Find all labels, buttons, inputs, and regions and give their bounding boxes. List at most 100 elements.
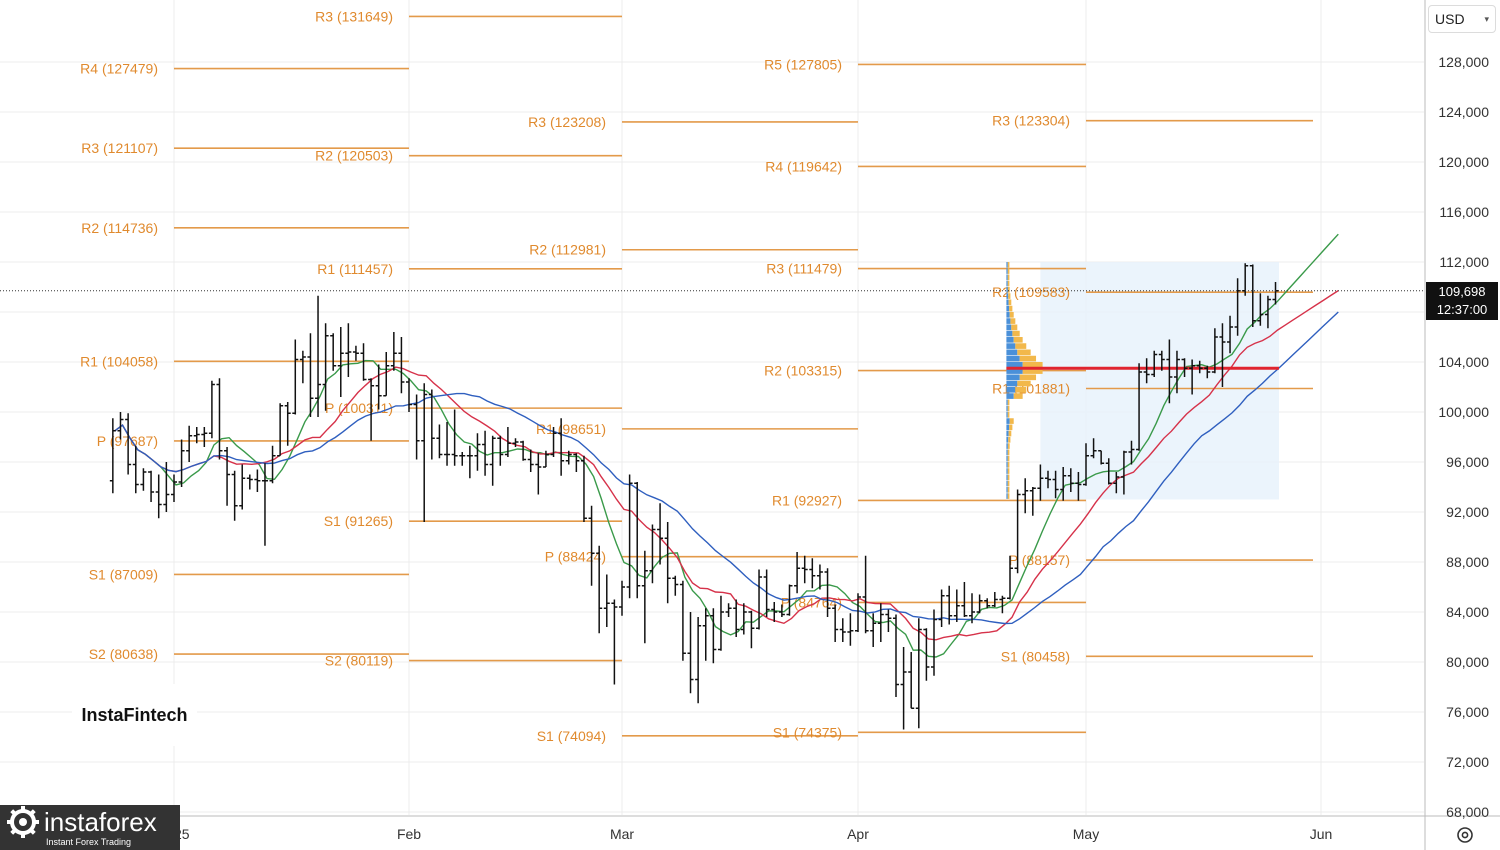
price-bar (1098, 450, 1105, 465)
logo-text: InstaFintech (81, 704, 188, 725)
price-bar (231, 470, 238, 521)
profile-bar-up (1022, 368, 1043, 374)
price-bar (794, 552, 801, 594)
profile-bar-up (1007, 280, 1010, 287)
price-bar (163, 462, 170, 512)
price-bar (1113, 472, 1120, 494)
price-bar (178, 439, 185, 487)
profile-bar-down (1006, 262, 1008, 268)
pivot-label: R1 (111457) (317, 261, 393, 277)
profile-bar-down (1006, 399, 1008, 406)
profile-bar-up (1009, 312, 1014, 318)
pivot-label: R2 (103315) (764, 363, 842, 379)
price-bar (390, 332, 397, 371)
price-bar (1007, 555, 1013, 600)
time-axis[interactable]: 2025FebMarAprMayJun (158, 826, 1332, 842)
price-bar (193, 427, 200, 444)
price-bar (801, 555, 808, 584)
price-bar (428, 389, 435, 460)
price-bar (702, 608, 709, 661)
price-bar (117, 412, 124, 440)
price-bar (1029, 487, 1036, 516)
profile-bar-down (1006, 380, 1018, 387)
price-bar (657, 503, 664, 565)
price-bar (862, 555, 869, 634)
price-bar (284, 402, 291, 446)
profile-bar-up (1007, 399, 1010, 406)
price-bar (619, 580, 625, 616)
price-bar (436, 424, 443, 459)
profile-bar-up (1007, 262, 1010, 268)
price-bar (421, 383, 428, 522)
profile-bar-down (1006, 318, 1011, 324)
profile-bar-down (1006, 343, 1016, 349)
profile-bar-up (1013, 393, 1023, 399)
price-bar (550, 427, 557, 457)
profile-bar-up (1017, 349, 1031, 356)
price-bar (1045, 470, 1051, 489)
pivot-label: S1 (91265) (324, 513, 393, 529)
profile-bar-up (1015, 343, 1027, 349)
price-bar (672, 575, 679, 596)
price-bar (345, 323, 352, 377)
profile-bar-down (1006, 355, 1020, 362)
profile-bar-up (1007, 449, 1010, 456)
month-label: Jun (1310, 826, 1333, 842)
profile-bar-up (1007, 405, 1010, 412)
price-tick-label: 76,000 (1446, 704, 1489, 720)
price-bar (740, 603, 747, 635)
profile-bar-up (1007, 493, 1010, 499)
price-bar (330, 333, 337, 371)
price-bar (733, 599, 740, 637)
month-label: Feb (397, 826, 421, 842)
price-bar (1075, 472, 1082, 501)
price-bar (832, 604, 839, 642)
price-bar (649, 524, 656, 584)
profile-bar-down (1006, 324, 1012, 331)
price-bar (171, 474, 177, 502)
price-bar (398, 337, 405, 394)
price-bar (824, 568, 831, 617)
price-axis[interactable]: 68,000 72,000 76,000 80,000 84,000 88,000 92,0… (1438, 54, 1489, 820)
price-bar (1196, 360, 1203, 374)
last-price-tag: 109,698 12:37:00 (1426, 282, 1498, 320)
brand-text: instaforex (44, 807, 157, 837)
profile-bar-down (1006, 449, 1008, 456)
price-bar (148, 470, 155, 502)
price-bar (756, 569, 763, 630)
profile-bar-down (1006, 424, 1010, 431)
pivot-label: R3 (123208) (528, 114, 606, 130)
tagline: Instant Forex Trading (46, 837, 132, 847)
profile-bar-up (1007, 455, 1010, 462)
profile-bar-down (1006, 405, 1008, 412)
price-bar (261, 463, 268, 546)
profile-bar-down (1006, 362, 1023, 368)
price-bar (1105, 458, 1112, 485)
price-bar (1090, 438, 1097, 459)
price-bar (877, 603, 884, 642)
price-bar (1158, 350, 1165, 371)
price-bar (224, 447, 231, 506)
price-bar (368, 378, 375, 441)
profile-bar-up (1009, 305, 1013, 312)
profile-bar-up (1007, 268, 1010, 274)
profile-bar-down (1006, 455, 1008, 462)
currency-selector[interactable]: USD ▾ (1428, 5, 1496, 33)
price-bar (254, 469, 261, 492)
pivot-label: R5 (127805) (764, 56, 842, 72)
price-bar (855, 593, 861, 632)
profile-bar-down (1006, 437, 1009, 443)
price-bar (542, 450, 549, 468)
price-bar (527, 449, 534, 472)
price-bar (1181, 358, 1188, 377)
price-bar (504, 427, 511, 457)
price-bar (216, 378, 223, 460)
price-tick-label: 72,000 (1446, 754, 1489, 770)
price-bar (208, 380, 215, 439)
profile-bar-down (1006, 299, 1009, 306)
settings-icon[interactable] (1453, 823, 1477, 847)
price-bar (778, 604, 785, 617)
price-bar (634, 482, 641, 599)
price-bar (969, 593, 975, 624)
